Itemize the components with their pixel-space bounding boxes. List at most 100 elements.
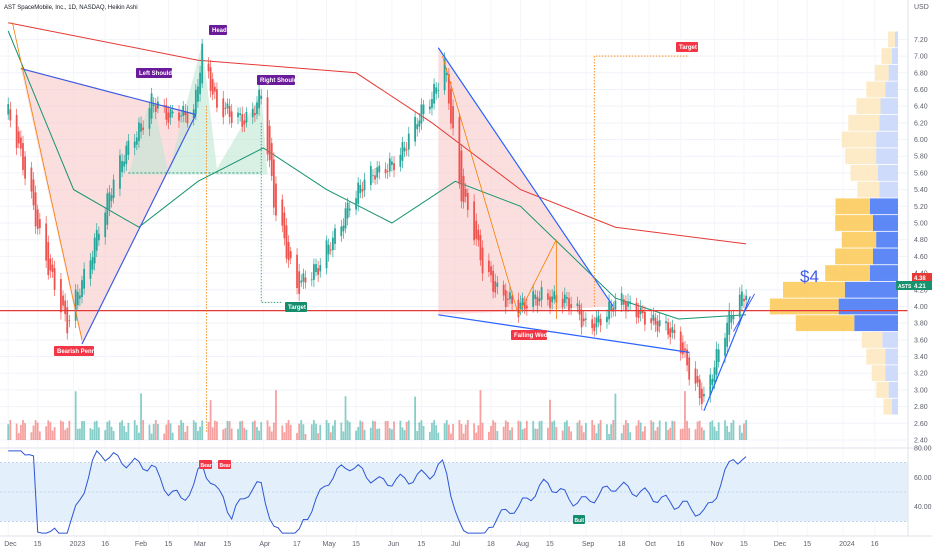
x-tick-label: Oct — [645, 541, 656, 548]
volume-bar — [363, 429, 366, 440]
candle-body — [51, 264, 54, 272]
candle-body — [523, 301, 526, 310]
x-tick-label: 15 — [417, 541, 425, 548]
candle-body — [36, 209, 39, 229]
tag-left-shoulder-text: Left Shoulder — [139, 71, 178, 77]
volume-bar — [342, 431, 345, 440]
volume-bar — [401, 427, 404, 440]
candle-body — [445, 73, 448, 75]
candle-body — [656, 321, 659, 332]
x-tick-label: 2024 — [839, 541, 855, 548]
candle-body — [378, 165, 381, 173]
candle-body — [24, 156, 26, 179]
volume-bar — [726, 425, 729, 440]
volume-bar — [104, 430, 107, 440]
current-price-badge: ASTS 4.21 — [896, 281, 932, 290]
candle-body — [667, 322, 669, 335]
volume-bar — [686, 420, 688, 440]
candle-body — [738, 294, 741, 318]
candle-body — [582, 318, 585, 322]
candle-body — [110, 195, 113, 201]
volume-bar — [289, 424, 292, 440]
volume-bar — [283, 432, 286, 440]
candle-body — [78, 295, 81, 299]
candle-body — [509, 292, 511, 300]
rsi-line — [8, 450, 747, 534]
candle-body — [561, 298, 564, 308]
candle-body — [464, 189, 467, 197]
volume-bar — [97, 427, 100, 440]
volume-bar — [302, 424, 305, 440]
candle-body — [140, 123, 142, 132]
volume-bar — [243, 427, 246, 440]
volume-bar — [654, 430, 657, 440]
volume-bar — [154, 420, 157, 440]
candle-body — [502, 284, 505, 296]
volume-bar — [150, 433, 153, 440]
volume-profile-down — [869, 198, 898, 215]
volume-profile — [769, 31, 898, 415]
volume-bar — [700, 427, 703, 440]
candles — [7, 38, 747, 411]
candle-body — [671, 327, 674, 333]
rsi-pane[interactable]: 80.00 60.00 40.00 — [0, 446, 932, 534]
y-tick-label: 5.80 — [914, 154, 928, 161]
candle-body — [443, 59, 446, 91]
volume-profile-down — [882, 331, 898, 348]
candle-body — [184, 111, 187, 116]
candle-body — [83, 268, 86, 289]
volume-bar — [728, 431, 731, 440]
volume-bar — [732, 420, 735, 440]
candle-body — [372, 175, 374, 177]
volume-bar — [428, 431, 431, 440]
volume-bar — [578, 420, 581, 440]
volume-bar — [555, 427, 558, 440]
volume-bar — [688, 428, 691, 440]
x-tick-label: 18 — [487, 541, 495, 548]
tag-falling-wedge-text: Falling Wedge — [514, 333, 555, 339]
volume-bar — [78, 428, 81, 440]
tag-head-bg — [209, 25, 227, 35]
candle-body — [260, 95, 263, 99]
candle-body — [391, 161, 393, 165]
x-tick-label: Apr — [259, 541, 271, 548]
overlay-drawings — [0, 22, 908, 432]
current-price-badge-text: 4.21 — [914, 284, 926, 290]
y-tick-label: 5.20 — [914, 204, 928, 211]
volume-bar — [108, 420, 111, 440]
candle-body — [289, 251, 292, 259]
tag-head: Head — [209, 25, 227, 35]
volume-profile-down — [885, 348, 898, 365]
volume-profile-down — [876, 148, 898, 165]
volume-bar — [665, 421, 667, 440]
volume-bar — [479, 390, 482, 440]
candle-body — [641, 310, 644, 314]
candle-body — [178, 112, 180, 121]
candle-body — [418, 120, 421, 127]
candle-body — [169, 109, 172, 118]
volume-bar — [595, 433, 598, 440]
tag-bearish-pennant-text: Bearish Pennant — [57, 349, 104, 355]
pennant-projection-line — [12, 22, 83, 340]
candle-body — [536, 296, 539, 306]
volume-bar — [192, 420, 195, 440]
volume-bar — [169, 423, 172, 440]
volume-bar — [561, 430, 564, 440]
volume-bar — [656, 426, 659, 440]
volume-bar — [523, 428, 526, 440]
y-tick-label: 4.00 — [914, 304, 928, 311]
volume-bar — [462, 433, 465, 440]
candle-body — [7, 104, 10, 115]
candle-body — [89, 260, 92, 279]
volume-bar — [272, 422, 275, 440]
volume-bar — [66, 427, 69, 440]
volume-bar — [399, 420, 402, 440]
candle-body — [241, 114, 244, 127]
candle-body — [270, 143, 273, 176]
volume-bar — [418, 422, 421, 440]
volume-bar — [458, 420, 461, 440]
candle-body — [93, 237, 96, 264]
candle-body — [492, 270, 495, 292]
